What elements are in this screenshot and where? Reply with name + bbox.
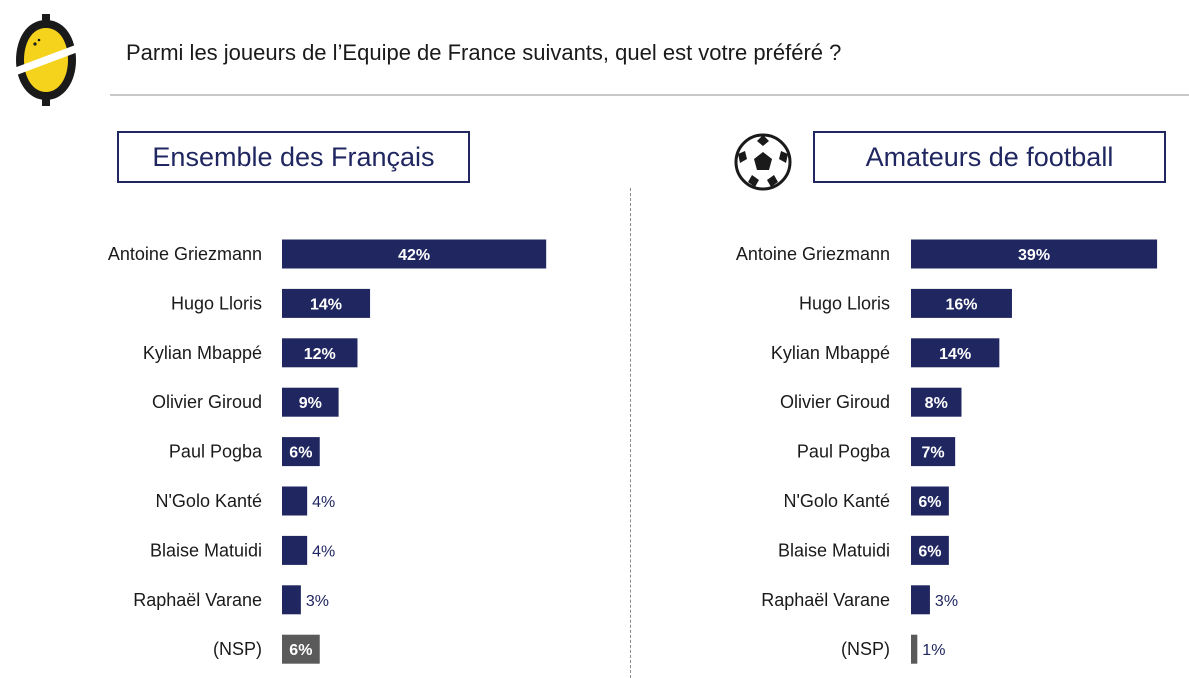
football-fans-value-label: 8%: [925, 395, 948, 412]
football-fans-category-label: Antoine Griezmann: [736, 244, 890, 264]
all-french-category-label: Hugo Lloris: [171, 293, 262, 313]
all-french-category-label: (NSP): [213, 639, 262, 659]
football-fans-category-label: Hugo Lloris: [799, 293, 890, 313]
football-fans-bar: [911, 288, 1012, 318]
all-french-bar: [282, 338, 358, 368]
football-fans-bar: [911, 387, 962, 417]
all-french-bar: [282, 585, 301, 615]
football-fans-value-label: 7%: [922, 445, 945, 462]
all-french-value-label: 12%: [304, 346, 336, 363]
football-fans-category-label: Olivier Giroud: [780, 392, 890, 412]
football-fans-value-label: 39%: [1018, 247, 1050, 264]
football-fans-bar: [911, 486, 949, 516]
all-french-bar: [282, 288, 371, 318]
panel-title-all-french: Ensemble des Français: [117, 131, 470, 183]
all-french-category-label: Olivier Giroud: [152, 392, 262, 412]
panel-divider: [630, 188, 631, 678]
all-french-category-label: Raphaël Varane: [133, 590, 262, 610]
all-french-bar: [282, 535, 308, 565]
all-french-value-label: 6%: [289, 445, 312, 462]
all-french-category-label: Kylian Mbappé: [143, 343, 262, 363]
football-fans-category-label: Blaise Matuidi: [778, 540, 890, 560]
football-fans-category-label: Kylian Mbappé: [771, 343, 890, 363]
football-fans-category-label: Paul Pogba: [797, 442, 891, 462]
football-fans-value-label: 16%: [945, 296, 977, 313]
survey-question: Parmi les joueurs de l’Equipe de France …: [126, 40, 842, 65]
football-fans-value-label: 6%: [918, 543, 941, 560]
all-french-category-label: Blaise Matuidi: [150, 540, 262, 560]
football-fans-bar: [911, 585, 930, 615]
football-fans-bar: [911, 338, 1000, 368]
all-french-value-label: 3%: [306, 593, 329, 610]
all-french-bar: [282, 239, 547, 269]
football-fans-value-label: 1%: [922, 642, 945, 659]
football-fans-category-label: (NSP): [841, 639, 890, 659]
all-french-category-label: N'Golo Kanté: [156, 491, 263, 511]
soccer-ball-icon: [734, 133, 792, 191]
football-fans-bar: [911, 634, 918, 664]
football-fans-bar: [911, 239, 1158, 269]
football-fans-value-label: 14%: [939, 346, 971, 363]
football-fans-value-label: 6%: [918, 494, 941, 511]
football-fans-bar: [911, 535, 949, 565]
all-french-value-label: 14%: [310, 296, 342, 313]
header-divider: [110, 94, 1189, 96]
football-fans-category-label: N'Golo Kanté: [784, 491, 891, 511]
all-french-bar: [282, 387, 339, 417]
all-french-value-label: 9%: [299, 395, 322, 412]
football-fans-value-label: 3%: [935, 593, 958, 610]
panel-title-football-fans: Amateurs de football: [813, 131, 1166, 183]
all-french-value-label: 4%: [312, 494, 335, 511]
logo-icon: [14, 14, 78, 106]
all-french-bar: [282, 486, 308, 516]
all-french-bar: [282, 634, 320, 664]
all-french-bar: [282, 437, 320, 467]
all-french-value-label: 4%: [312, 543, 335, 560]
football-fans-category-label: Raphaël Varane: [761, 590, 890, 610]
all-french-value-label: 42%: [398, 247, 430, 264]
all-french-category-label: Paul Pogba: [169, 442, 263, 462]
football-fans-bar: [911, 437, 956, 467]
all-french-category-label: Antoine Griezmann: [108, 244, 262, 264]
all-french-value-label: 6%: [289, 642, 312, 659]
